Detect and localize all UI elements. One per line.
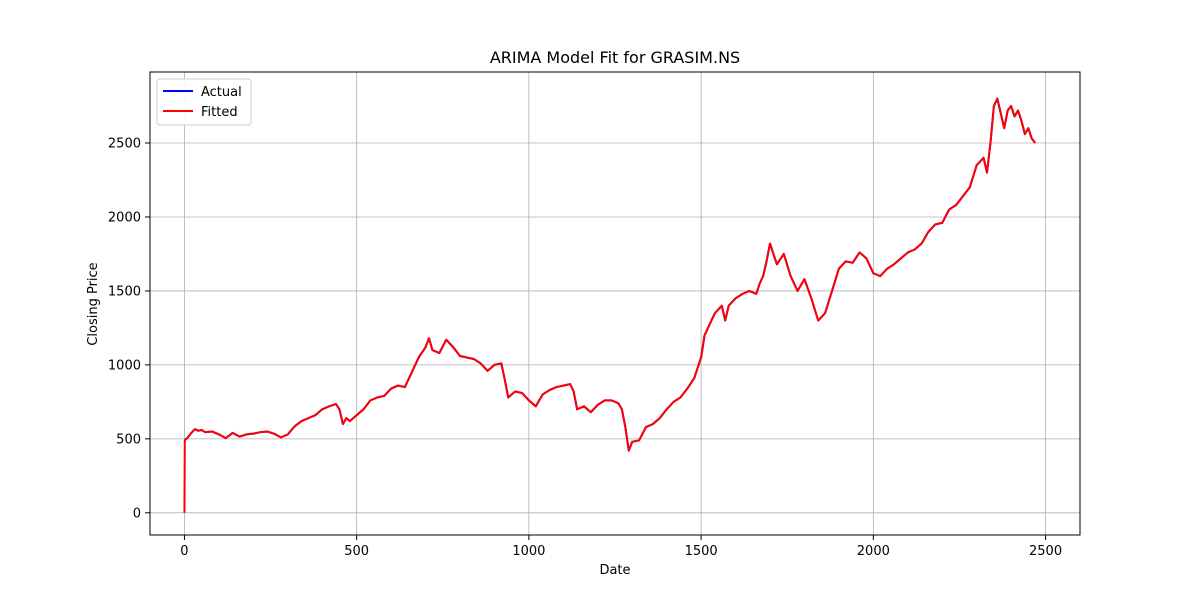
plot-frame — [149, 71, 1081, 536]
plot-area — [183, 97, 1037, 513]
x-axis-ticks: 0 500 1000 1500 2000 2500 — [180, 535, 1062, 559]
x-tick-label: 2500 — [1029, 544, 1062, 559]
grid-lines — [150, 72, 1080, 535]
series-group — [183, 97, 1037, 513]
x-tick-label: 500 — [344, 544, 369, 559]
y-axis-label: Closing Price — [86, 262, 101, 345]
y-tick-label: 1500 — [108, 284, 141, 299]
y-tick-label: 2500 — [108, 137, 141, 152]
series-line-fitted — [183, 97, 1037, 513]
legend: Actual Fitted — [156, 78, 252, 126]
chart-title: ARIMA Model Fit for GRASIM.NS — [490, 48, 740, 67]
y-tick-label: 1000 — [108, 358, 141, 373]
legend-actual-label: Actual — [201, 85, 242, 100]
x-tick-label: 2000 — [857, 544, 890, 559]
x-tick-label: 0 — [180, 544, 188, 559]
x-axis-label: Date — [599, 563, 630, 578]
y-tick-label: 500 — [116, 432, 141, 447]
y-axis-ticks: 0 500 1000 1500 2000 2500 — [108, 137, 150, 521]
y-tick-label: 2000 — [108, 210, 141, 225]
legend-fitted-label: Fitted — [201, 105, 238, 120]
x-tick-label: 1500 — [685, 544, 718, 559]
y-tick-label: 0 — [133, 506, 141, 521]
x-tick-label: 1000 — [512, 544, 545, 559]
